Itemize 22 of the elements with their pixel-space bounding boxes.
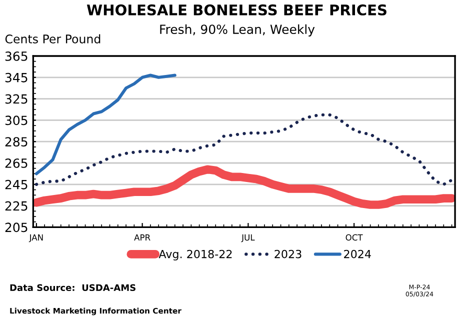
y-tick-label: 345 bbox=[5, 72, 28, 82]
line-series bbox=[34, 74, 176, 176]
legend-label: Avg. 2018-22 bbox=[158, 250, 232, 260]
x-tick-label: JAN bbox=[28, 234, 43, 242]
chart-title: WHOLESALE BONELESS BEEF PRICES bbox=[86, 4, 386, 16]
y-tick-label: 245 bbox=[5, 180, 28, 190]
y-tick-label: 305 bbox=[5, 116, 28, 126]
x-tick-label: APR bbox=[134, 234, 150, 240]
y-tick-label: 285 bbox=[5, 137, 28, 147]
y-tick-label: 365 bbox=[5, 51, 28, 61]
line-series bbox=[34, 113, 454, 186]
y-tick-label: 225 bbox=[5, 201, 28, 211]
y-tick-label: 265 bbox=[5, 158, 28, 168]
y-tick-label: 205 bbox=[5, 222, 28, 232]
y-axis-title: Cents Per Pound bbox=[5, 34, 100, 44]
source-note: Data Source: USDA-AMS bbox=[10, 284, 136, 292]
legend-label: 2023 bbox=[274, 250, 302, 258]
legend-label: 2024 bbox=[344, 250, 371, 258]
x-tick-label: OCT bbox=[346, 234, 363, 241]
x-tick-label: JUL bbox=[241, 234, 255, 242]
y-tick-label: 325 bbox=[5, 94, 28, 104]
chart-subtitle: Fresh, 90% Lean, Weekly bbox=[160, 24, 315, 36]
